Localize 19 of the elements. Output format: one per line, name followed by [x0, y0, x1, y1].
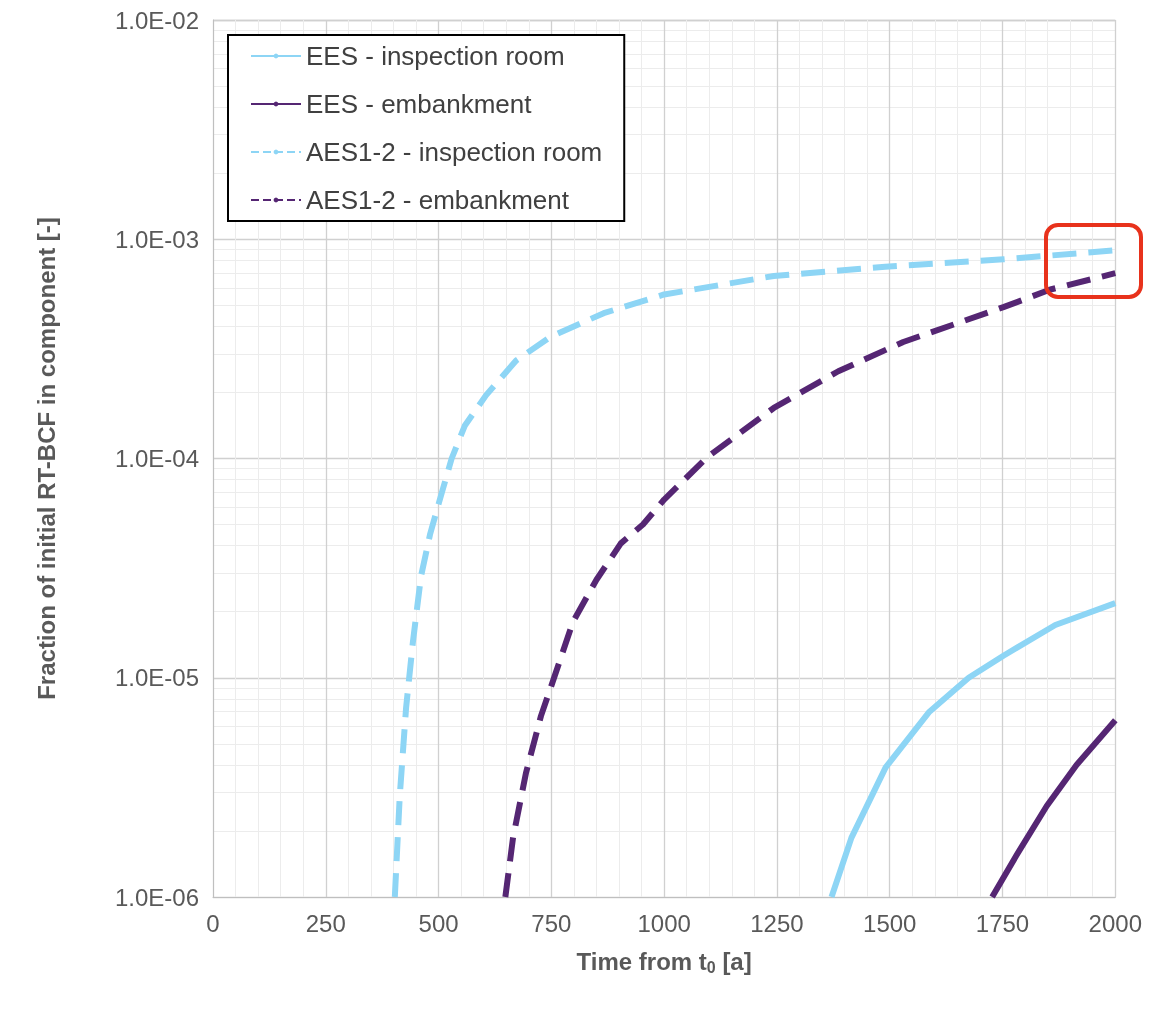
x-tick-label: 1750 [975, 909, 1030, 937]
y-tick-label: 1.0E-05 [114, 664, 199, 692]
y-tick-label: 1.0E-03 [114, 225, 199, 253]
y-tick-label: 1.0E-06 [114, 883, 199, 911]
legend-label: AES1-2 - inspection room [306, 137, 603, 167]
y-axis-title: Fraction of initial RT-BCF in component [-] [32, 217, 60, 700]
x-tick-label: 1250 [750, 909, 804, 937]
x-tick-label: 2000 [1088, 909, 1142, 937]
x-tick-label: 250 [305, 909, 346, 937]
legend-label: EES - embankment [306, 89, 533, 119]
x-tick-label: 750 [531, 909, 572, 937]
y-tick-label: 1.0E-04 [114, 445, 199, 472]
y-tick-label: 1.0E-02 [114, 6, 199, 34]
x-tick-label: 500 [418, 909, 459, 937]
legend-label: EES - inspection room [306, 41, 565, 71]
x-tick-label: 0 [206, 909, 220, 937]
legend-label: AES1-2 - embankment [306, 185, 570, 215]
x-tick-label: 1000 [637, 909, 691, 937]
x-tick-label: 1500 [863, 909, 917, 937]
